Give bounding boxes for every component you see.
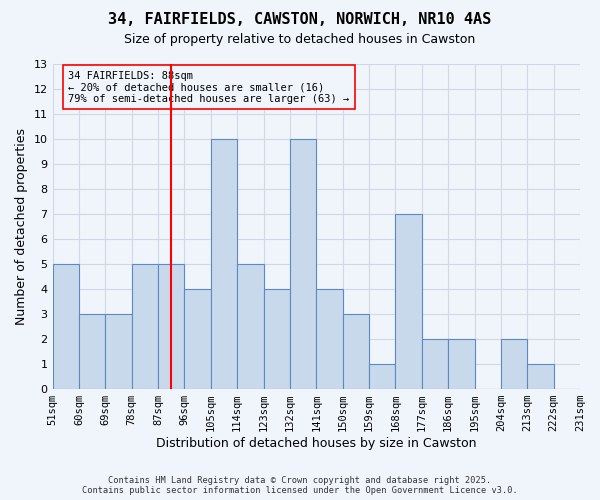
Bar [263, 289, 290, 389]
Bar [290, 139, 316, 389]
Bar [395, 214, 422, 389]
Bar [184, 289, 211, 389]
Text: 34 FAIRFIELDS: 88sqm
← 20% of detached houses are smaller (16)
79% of semi-detac: 34 FAIRFIELDS: 88sqm ← 20% of detached h… [68, 70, 350, 104]
Text: Size of property relative to detached houses in Cawston: Size of property relative to detached ho… [124, 32, 476, 46]
Bar [105, 314, 131, 389]
Text: Contains HM Land Registry data © Crown copyright and database right 2025.
Contai: Contains HM Land Registry data © Crown c… [82, 476, 518, 495]
Bar [343, 314, 369, 389]
Text: 34, FAIRFIELDS, CAWSTON, NORWICH, NR10 4AS: 34, FAIRFIELDS, CAWSTON, NORWICH, NR10 4… [109, 12, 491, 28]
Bar [131, 264, 158, 389]
Bar [527, 364, 554, 389]
Bar [369, 364, 395, 389]
X-axis label: Distribution of detached houses by size in Cawston: Distribution of detached houses by size … [156, 437, 476, 450]
Bar [237, 264, 263, 389]
Bar [422, 339, 448, 389]
Bar [501, 339, 527, 389]
Y-axis label: Number of detached properties: Number of detached properties [15, 128, 28, 325]
Bar [53, 264, 79, 389]
Bar [211, 139, 237, 389]
Bar [79, 314, 105, 389]
Bar [158, 264, 184, 389]
Bar [448, 339, 475, 389]
Bar [316, 289, 343, 389]
